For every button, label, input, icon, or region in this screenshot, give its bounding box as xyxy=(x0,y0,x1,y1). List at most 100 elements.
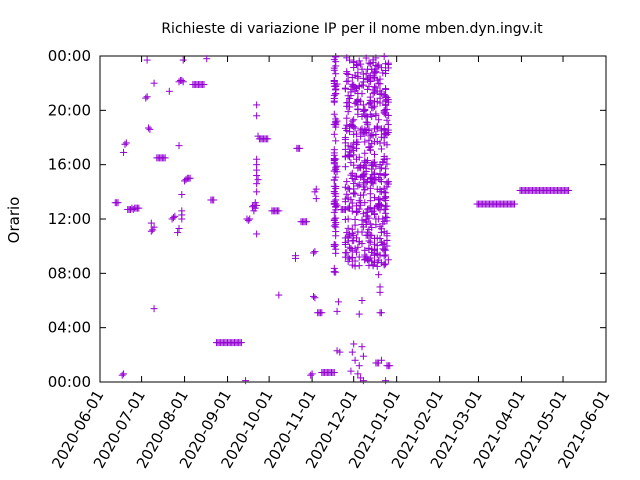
data-point xyxy=(354,138,362,146)
data-point xyxy=(332,58,340,66)
data-point xyxy=(352,248,360,256)
data-point xyxy=(309,249,317,257)
data-point xyxy=(373,125,381,133)
data-point xyxy=(330,242,338,250)
data-point xyxy=(379,220,387,228)
data-point xyxy=(318,309,326,317)
data-point xyxy=(365,82,373,90)
data-point xyxy=(364,85,372,93)
data-point xyxy=(253,155,261,163)
data-point xyxy=(332,70,340,78)
data-point xyxy=(383,179,391,187)
data-point xyxy=(362,164,370,172)
data-point xyxy=(346,56,354,64)
data-point xyxy=(376,196,384,204)
y-axis-label: Orario xyxy=(5,197,23,244)
data-point xyxy=(210,196,218,204)
data-point xyxy=(382,85,390,93)
data-point xyxy=(370,210,378,218)
data-point xyxy=(368,249,376,257)
data-point xyxy=(365,244,373,252)
data-point xyxy=(369,58,377,66)
y-tick-label: 08:00 xyxy=(48,264,91,282)
data-point xyxy=(376,288,384,296)
data-point xyxy=(351,216,359,224)
data-point xyxy=(383,105,391,113)
data-point xyxy=(244,216,252,224)
data-point xyxy=(370,69,378,77)
data-point xyxy=(142,94,150,102)
data-point xyxy=(341,152,349,160)
data-point xyxy=(348,199,356,207)
data-point xyxy=(364,75,372,83)
data-point xyxy=(368,165,376,173)
data-point xyxy=(348,247,356,255)
data-point xyxy=(364,177,372,185)
data-point xyxy=(330,77,338,85)
data-point xyxy=(347,171,355,179)
data-point xyxy=(348,348,356,356)
data-point xyxy=(365,237,373,245)
data-point xyxy=(332,121,340,129)
plot-frame xyxy=(99,55,607,383)
data-point xyxy=(361,149,369,157)
data-point xyxy=(203,55,211,63)
data-point xyxy=(359,191,367,199)
data-point xyxy=(355,163,363,171)
data-point xyxy=(344,237,352,245)
data-point xyxy=(366,220,374,228)
y-axis: 00:00 04:00 08:00 12:00 16:00 20:00 00:00 xyxy=(48,47,606,391)
data-point xyxy=(376,87,384,95)
data-point xyxy=(352,202,360,210)
data-point xyxy=(358,90,366,98)
data-point xyxy=(332,192,340,200)
data-point xyxy=(369,180,377,188)
data-point xyxy=(330,110,338,118)
data-point xyxy=(359,70,367,78)
data-point xyxy=(377,309,385,317)
data-point xyxy=(312,185,320,193)
data-point xyxy=(357,199,365,207)
data-point xyxy=(362,217,370,225)
data-point xyxy=(355,181,363,189)
data-point xyxy=(150,223,158,231)
data-point xyxy=(376,80,384,88)
data-point xyxy=(341,134,349,142)
data-point xyxy=(380,152,388,160)
data-point xyxy=(347,143,355,151)
data-point xyxy=(380,52,388,60)
data-point xyxy=(330,268,338,276)
data-point xyxy=(332,90,340,98)
data-point xyxy=(347,196,355,204)
data-point xyxy=(343,190,351,198)
data-point xyxy=(346,148,354,156)
data-point xyxy=(377,145,385,153)
data-point xyxy=(377,133,385,141)
data-point xyxy=(254,176,262,184)
data-point xyxy=(147,219,155,227)
data-point xyxy=(350,161,358,169)
data-point xyxy=(343,127,351,135)
data-point xyxy=(366,197,374,205)
data-point xyxy=(354,228,362,236)
data-point xyxy=(354,69,362,77)
data-point xyxy=(368,131,376,139)
data-point xyxy=(373,98,381,106)
data-point xyxy=(361,138,369,146)
data-point xyxy=(179,56,187,64)
data-point xyxy=(355,153,363,161)
data-point xyxy=(200,81,208,89)
data-point xyxy=(307,371,315,379)
data-point xyxy=(118,371,126,379)
data-point xyxy=(275,207,283,215)
data-point xyxy=(370,240,378,248)
data-point xyxy=(343,102,351,110)
data-point xyxy=(150,79,158,87)
data-point xyxy=(333,201,341,209)
data-point xyxy=(179,78,187,86)
data-point xyxy=(366,184,374,192)
data-point xyxy=(332,165,340,173)
data-point xyxy=(351,124,359,132)
data-point xyxy=(365,125,373,133)
